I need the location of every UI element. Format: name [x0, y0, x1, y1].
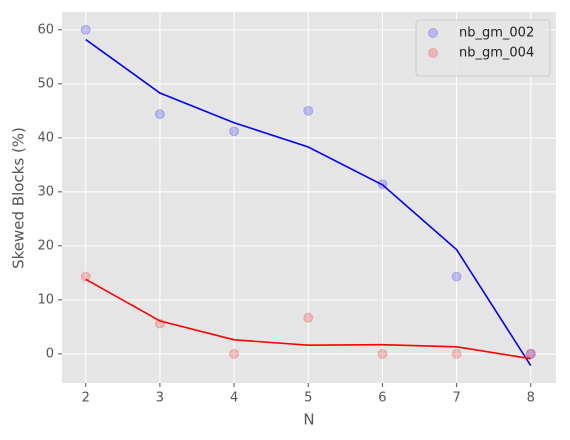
scatter-point	[229, 126, 240, 137]
y-tick-label: 0	[46, 346, 54, 361]
x-tick-label: 8	[527, 391, 535, 406]
fit-line	[85, 38, 532, 367]
y-tick-label: 10	[37, 292, 54, 307]
legend-label: nb_gm_004	[459, 46, 534, 61]
scatter-point	[451, 271, 462, 282]
y-tick-label: 50	[37, 76, 54, 91]
scatter-point	[303, 312, 314, 323]
x-tick-label: 6	[378, 391, 386, 406]
x-tick-label: 2	[82, 391, 90, 406]
y-tick-label: 40	[37, 130, 54, 145]
x-tick-label: 4	[230, 391, 238, 406]
x-tick-label: 7	[452, 391, 460, 406]
y-tick-label: 30	[37, 184, 54, 199]
scatter-point	[80, 271, 91, 282]
y-tick-label: 20	[37, 238, 54, 253]
x-tick-label: 3	[156, 391, 164, 406]
legend-marker	[428, 48, 438, 58]
scatter-point	[80, 24, 91, 35]
scatter-point	[229, 348, 240, 359]
legend-box	[415, 19, 551, 77]
fit-line	[85, 278, 531, 360]
legend-label: nb_gm_002	[459, 26, 534, 41]
scatter-point	[451, 348, 462, 359]
scatter-point	[303, 105, 314, 116]
x-tick-label: 5	[304, 391, 312, 406]
scatter-point	[377, 348, 388, 359]
scatter-point	[525, 348, 536, 359]
y-tick-label: 60	[37, 22, 54, 37]
scatter-point	[154, 109, 165, 120]
legend-marker	[428, 28, 438, 38]
x-axis-label: N	[303, 411, 314, 429]
y-axis-label: Skewed Blocks (%)	[10, 127, 28, 269]
